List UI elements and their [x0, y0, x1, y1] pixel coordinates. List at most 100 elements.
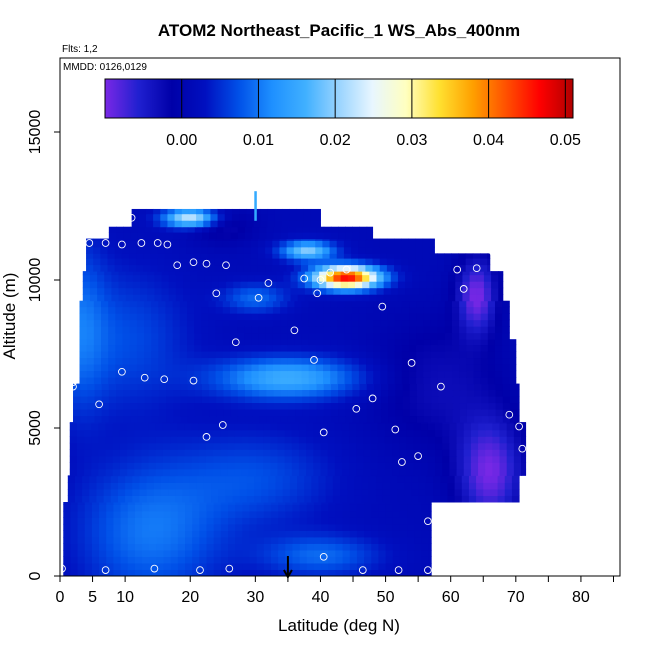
heatmap-cell [199, 549, 208, 557]
heatmap-cell [351, 326, 360, 334]
heatmap-cell [110, 488, 119, 496]
heatmap-cell [385, 549, 394, 557]
heatmap-cell [242, 549, 250, 557]
heatmap-cell [184, 442, 193, 450]
profile-point [202, 433, 211, 441]
heatmap-cell [213, 462, 221, 470]
heatmap-cell [223, 226, 232, 233]
heatmap-cell [112, 462, 121, 470]
heatmap-cell [354, 475, 362, 483]
heatmap-cell [201, 332, 209, 340]
heatmap-cell [272, 339, 281, 346]
heatmap-cell [237, 339, 245, 346]
heatmap-cell [249, 569, 258, 576]
heatmap-cell [234, 423, 243, 431]
heatmap-cell [240, 271, 249, 276]
heatmap-cell [256, 562, 265, 570]
heatmap-cell [336, 264, 345, 272]
heatmap-cell [309, 409, 318, 417]
heatmap-cell [91, 543, 100, 551]
heatmap-cell [280, 326, 288, 334]
heatmap-cell [237, 383, 246, 391]
heatmap-cell [394, 246, 402, 254]
heatmap-cell [345, 415, 353, 423]
heatmap-cell [155, 423, 164, 431]
heatmap-cell [384, 429, 393, 437]
heatmap-cell [140, 294, 148, 302]
heatmap-cell [205, 436, 214, 444]
heatmap-cell [123, 383, 131, 391]
heatmap-cell [161, 271, 170, 276]
heatmap-cell [444, 364, 453, 372]
heatmap-cell [437, 344, 446, 352]
heatmap-cell [338, 396, 346, 404]
heatmap-cell [79, 351, 88, 359]
heatmap-cell [422, 246, 431, 254]
heatmap-cell [240, 274, 249, 282]
heatmap-cell [334, 468, 343, 476]
heatmap-cell [462, 281, 471, 289]
heatmap-cell [266, 396, 275, 404]
heatmap-cell [421, 562, 430, 570]
heatmap-cell [451, 264, 460, 272]
heatmap-cell [185, 549, 193, 557]
colorbar: 0.00 0.01 0.02 0.03 0.04 0.05 [104, 78, 581, 149]
heatmap-cell [351, 351, 360, 359]
heatmap-cell [485, 468, 493, 476]
heatmap-cell [84, 510, 93, 518]
heatmap-cell [118, 294, 127, 302]
heatmap-cell [480, 357, 489, 365]
heatmap-cell [296, 208, 305, 215]
heatmap-cell [89, 294, 98, 302]
heatmap-cell [361, 475, 370, 477]
heatmap-cell [184, 422, 193, 424]
heatmap-cell [347, 482, 355, 490]
heatmap-cell [302, 383, 310, 391]
heatmap-cell [392, 423, 400, 431]
heatmap-cell [341, 468, 350, 476]
profile-point [189, 258, 198, 267]
heatmap-cell [342, 562, 351, 570]
heatmap-cell [445, 389, 454, 397]
heatmap-cell [107, 246, 116, 254]
heatmap-cell [127, 517, 136, 525]
heatmap-cell [340, 271, 349, 276]
heatmap-cell [481, 396, 489, 404]
heatmap-cell [194, 389, 203, 397]
heatmap-cell [70, 556, 79, 564]
heatmap-cell [337, 332, 346, 340]
heatmap-cell [317, 220, 321, 228]
heatmap-cell [366, 232, 374, 240]
heatmap-cell [181, 220, 190, 228]
heatmap-cell [113, 502, 122, 505]
heatmap-cell [351, 253, 359, 259]
heatmap-cell [251, 319, 260, 327]
heatmap-cell [272, 364, 281, 372]
heatmap-cell [275, 475, 284, 483]
heatmap-cell [323, 300, 331, 308]
heatmap-cell [384, 455, 393, 463]
heatmap-cell [319, 281, 327, 289]
heatmap-cell [79, 313, 88, 321]
heatmap-cell [504, 475, 513, 483]
heatmap-cell [321, 530, 329, 538]
heatmap-cell [337, 339, 346, 346]
heatmap-cell [349, 504, 358, 512]
heatmap-cell [399, 423, 407, 431]
heatmap-cell [418, 475, 427, 483]
heatmap-cell [390, 294, 399, 302]
heatmap-cell [322, 240, 331, 248]
heatmap-cell [388, 383, 396, 391]
heatmap-cell [148, 423, 157, 431]
heatmap-cell [401, 253, 409, 259]
heatmap-cell [411, 475, 420, 483]
heatmap-cell [258, 339, 267, 346]
heatmap-cell [313, 423, 321, 431]
heatmap-cell [382, 488, 391, 496]
heatmap-cell [444, 377, 453, 385]
heatmap-cell [130, 396, 138, 404]
heatmap-cell [483, 274, 492, 282]
heatmap-cell [430, 364, 439, 372]
heatmap-cell [134, 543, 143, 551]
